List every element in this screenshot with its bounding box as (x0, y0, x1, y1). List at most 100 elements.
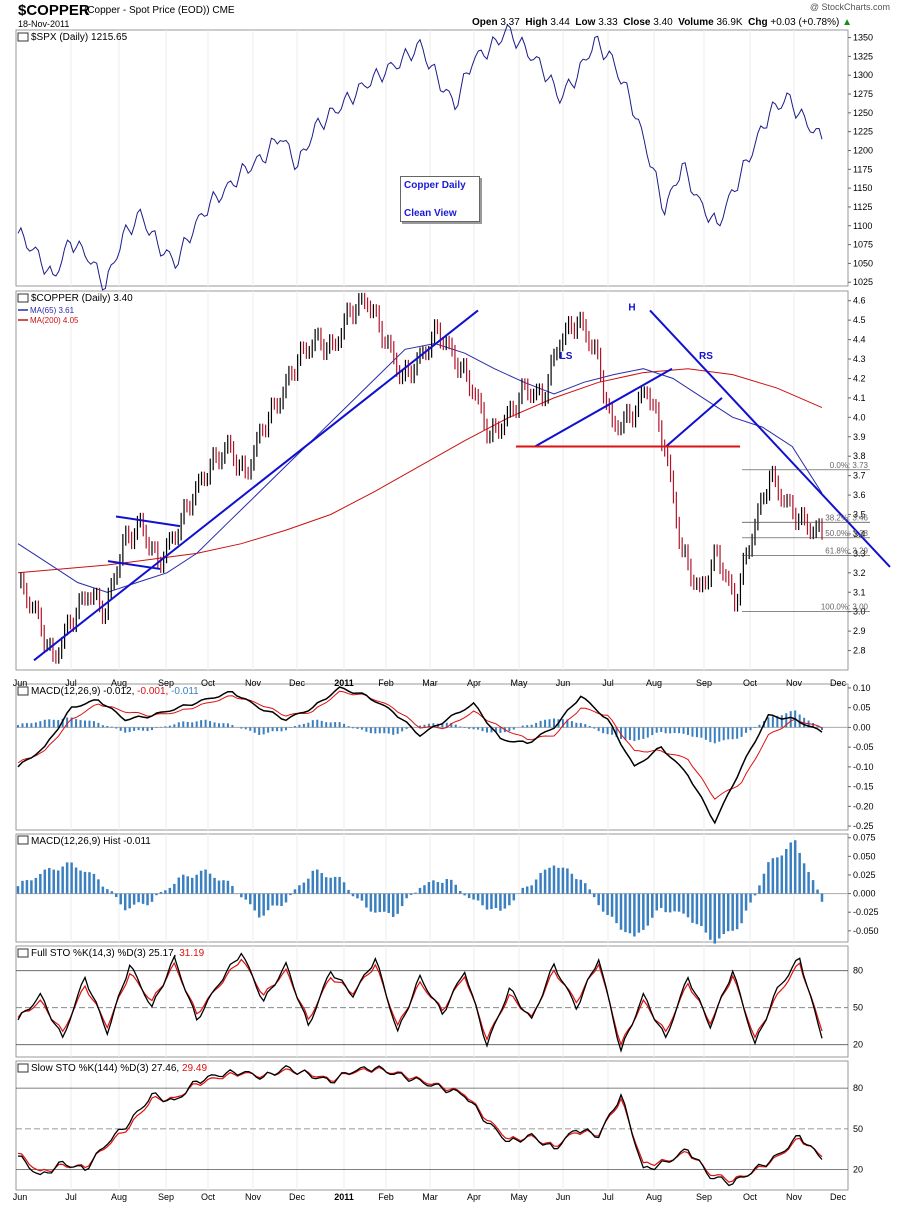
y-tick-label: 20 (853, 1165, 863, 1175)
y-tick-label: 1350 (853, 33, 873, 43)
x-axis-label: Jul (65, 1192, 77, 1202)
panel-frame-0 (15, 29, 849, 287)
y-tick-label: 1275 (853, 89, 873, 99)
chart-date: 18-Nov-2011 (18, 19, 70, 29)
fib-level-label: 50.0%: 3.38 (825, 529, 868, 538)
x-axis-label: Apr (467, 1192, 481, 1202)
x-axis-label: Feb (378, 678, 394, 688)
x-axis-label: Jul (602, 678, 614, 688)
y-tick-label: 1225 (853, 127, 873, 137)
panel-frame-2 (15, 683, 849, 831)
x-axis-label: Mar (422, 1192, 438, 1202)
y-tick-label: 1125 (853, 202, 872, 212)
x-axis-label: Sep (158, 678, 174, 688)
x-axis-label: Dec (830, 1192, 847, 1202)
y-tick-label: 4.0 (853, 412, 866, 422)
ma200-line (17, 368, 823, 574)
full-sto-panel-title: Full STO %K(14,3) %D(3) 25.17, 31.19 (31, 948, 205, 959)
legend-swatch-spx (17, 32, 29, 42)
fib-level-label: 0.0%: 3.73 (830, 461, 869, 470)
y-tick-label: 3.5 (853, 510, 866, 520)
watermark: @ StockCharts.com (809, 2, 890, 12)
x-axis-label: Jun (13, 678, 28, 688)
flag-lower-line (107, 560, 161, 570)
y-tick-label: 20 (853, 1040, 863, 1050)
y-tick-label: 0.075 (853, 833, 876, 843)
x-axis-label: 2011 (334, 678, 354, 688)
macd-panel-title: MACD(12,26,9) -0.012, -0.001, -0.011 (31, 686, 199, 697)
x-axis-label: Sep (696, 678, 712, 688)
hs-rs-line (665, 397, 723, 448)
panel-frame-1 (15, 290, 849, 671)
ohlc-readout: Open 3.37 High 3.44 Low 3.33 Close 3.40 … (472, 17, 852, 28)
y-tick-label: 2.8 (853, 646, 866, 656)
x-axis-label: May (510, 1192, 528, 1202)
x-axis-label: Nov (245, 1192, 262, 1202)
y-tick-label: -0.20 (853, 801, 874, 811)
y-tick-label: -0.025 (853, 907, 879, 917)
x-axis-label: Oct (201, 678, 216, 688)
y-tick-label: 1325 (853, 51, 873, 61)
y-tick-label: 0.050 (853, 851, 876, 861)
y-tick-label: -0.10 (853, 762, 874, 772)
flag-upper-line (115, 515, 181, 528)
x-axis-label: 2011 (334, 1192, 354, 1202)
macd-line (17, 686, 823, 825)
y-tick-label: 3.6 (853, 490, 866, 500)
x-axis-label: Nov (786, 678, 803, 688)
x-axis-label: Nov (786, 1192, 803, 1202)
y-tick-label: 1025 (853, 277, 873, 287)
slow-sto-panel-title: Slow STO %K(144) %D(3) 27.46, 29.49 (31, 1063, 207, 1074)
y-tick-label: 1100 (853, 221, 872, 231)
y-tick-label: 4.5 (853, 315, 866, 325)
hist-panel-title: MACD(12,26,9) Hist -0.011 (31, 836, 151, 847)
spx-panel-title: $SPX (Daily) 1215.65 (31, 32, 128, 43)
copper-panel-title: $COPPER (Daily) 3.40 (31, 293, 133, 304)
sto-d-line (17, 958, 823, 1047)
y-tick-label: 0.000 (853, 889, 876, 899)
ls-label: LS (560, 351, 573, 362)
y-tick-label: 4.3 (853, 354, 866, 364)
y-tick-label: 3.2 (853, 568, 866, 578)
x-axis-label: Sep (158, 1192, 174, 1202)
y-tick-label: 3.7 (853, 471, 866, 481)
x-axis-label: Apr (467, 678, 481, 688)
panel-frame-5 (15, 1060, 849, 1191)
fib-level-label: 38.2%: 3.46 (825, 513, 868, 522)
y-tick-label: 1050 (853, 258, 873, 268)
y-tick-label: 4.1 (853, 393, 866, 403)
uptrend-line (33, 309, 479, 662)
y-tick-label: 0.025 (853, 870, 876, 880)
x-axis-label: Dec (289, 1192, 306, 1202)
spx-price-line (17, 24, 823, 291)
y-tick-label: 1150 (853, 183, 872, 193)
x-axis-label: Feb (378, 1192, 394, 1202)
x-axis-label: Oct (743, 678, 758, 688)
panel-frame-3 (15, 833, 849, 943)
y-tick-label: -0.05 (853, 742, 874, 752)
y-tick-label: 3.8 (853, 451, 866, 461)
legend-swatch-macd (17, 686, 29, 696)
sto-k-line (17, 952, 823, 1053)
x-axis-label: Jul (602, 1192, 614, 1202)
y-tick-label: -0.25 (853, 821, 874, 831)
ma200-legend-label: MA(200) 4.05 (30, 316, 79, 325)
x-axis-label: Dec (289, 678, 306, 688)
x-axis-label: Jun (556, 678, 571, 688)
x-axis-label: Jul (65, 678, 77, 688)
x-axis-label: Dec (830, 678, 847, 688)
hs-rising-line (534, 367, 673, 448)
symbol-label: $COPPER (18, 2, 90, 19)
y-tick-label: 1200 (853, 145, 873, 155)
y-tick-label: 4.2 (853, 373, 866, 383)
x-axis-label: Nov (245, 678, 262, 688)
x-axis-label: Aug (111, 1192, 127, 1202)
legend-swatch-full-sto (17, 948, 29, 958)
symbol-description: (Copper - Spot Price (EOD)) CME (84, 5, 235, 16)
x-axis-label: Jun (556, 1192, 571, 1202)
y-tick-label: 80 (853, 1083, 863, 1093)
y-tick-label: -0.050 (853, 926, 879, 936)
y-tick-label: 0.10 (853, 683, 871, 693)
y-tick-label: 1300 (853, 70, 873, 80)
